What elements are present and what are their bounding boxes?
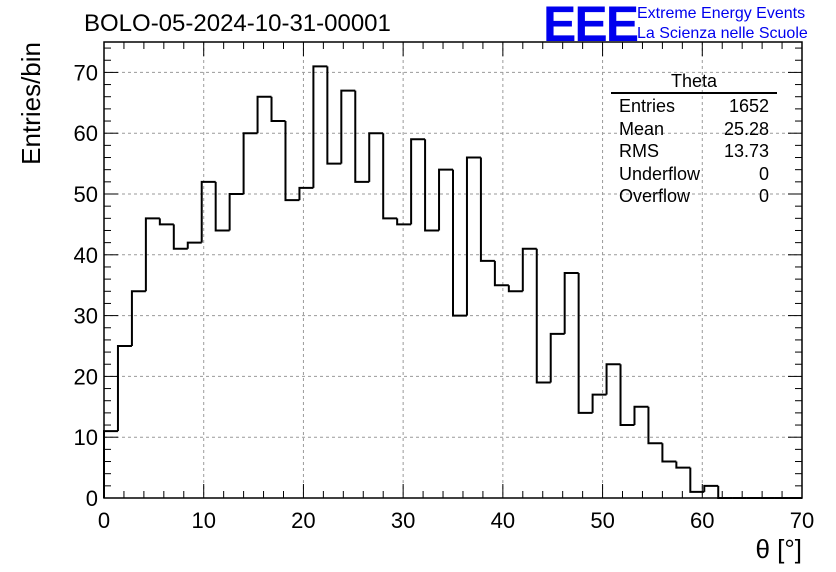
- histogram-bin: [200, 180, 216, 243]
- histogram-bin: [493, 260, 509, 287]
- histogram-bin: [242, 132, 258, 194]
- y-axis-label: Entries/bin: [16, 42, 46, 165]
- stats-value: 1652: [728, 96, 769, 116]
- histogram-bin: [661, 443, 677, 463]
- histogram-bin: [382, 133, 398, 220]
- logo-line-1: Extreme Energy Events: [637, 5, 806, 22]
- histogram-bin: [158, 218, 174, 226]
- y-tick-label: 70: [74, 60, 98, 85]
- y-tick-label: 60: [74, 121, 98, 146]
- histogram-bin: [438, 168, 453, 231]
- histogram-bin: [633, 405, 649, 426]
- axes: [103, 41, 803, 499]
- histogram-bin: [284, 121, 300, 202]
- stats-row: Mean 25.28: [611, 118, 777, 141]
- y-tick-label: 30: [74, 304, 98, 329]
- stats-label: Entries: [619, 96, 676, 116]
- histogram-bin: [144, 217, 160, 292]
- histogram-bin: [186, 241, 202, 249]
- histogram-bin: [591, 393, 607, 413]
- stats-row: RMS 13.73: [611, 140, 777, 163]
- histogram-bin: [479, 157, 495, 262]
- histogram-bin: [368, 132, 384, 182]
- stats-box: Theta Entries 1652 Mean 25.28 RMS 13.73 …: [611, 72, 777, 208]
- histogram-bin: [521, 247, 537, 292]
- histogram-bin: [424, 139, 440, 232]
- x-tick-label: 10: [191, 508, 215, 533]
- tick-labels: 0 10 20 30 40 50 60 70 0 10 20 30 40 50 60 70: [74, 60, 815, 533]
- histogram-bin: [703, 484, 719, 492]
- y-tick-label: 40: [74, 243, 98, 268]
- x-tick-label: 0: [98, 508, 110, 533]
- x-tick-label: 30: [391, 508, 415, 533]
- chart-title: BOLO-05-2024-10-31-00001: [84, 10, 391, 37]
- histogram-bin: [270, 96, 286, 123]
- histogram-bin: [354, 90, 370, 183]
- histogram-bin: [326, 66, 342, 165]
- histogram-bin: [312, 65, 328, 188]
- histogram-bin: [410, 138, 426, 225]
- histogram-bin: [549, 332, 565, 383]
- histogram-bin: [214, 181, 230, 232]
- stats-value: 0: [758, 186, 769, 206]
- histogram-bin: [228, 193, 244, 231]
- histogram-bin: [507, 285, 523, 293]
- plot-frame: [103, 41, 803, 499]
- logo-line-2: La Scienza nelle Scuole: [637, 25, 808, 42]
- eee-logo: EEE: [543, 0, 639, 52]
- histogram-bin: [396, 218, 412, 226]
- y-tick-label: 10: [74, 425, 98, 450]
- histogram-bin: [465, 156, 481, 316]
- histogram-bin: [619, 364, 635, 427]
- histogram-bin: [172, 224, 188, 250]
- histogram-bin: [452, 169, 467, 317]
- histogram-bin: [130, 290, 146, 346]
- x-axis-label: θ [°]: [755, 534, 802, 564]
- x-tick-label: 40: [491, 508, 515, 533]
- stats-value: 0: [758, 163, 769, 184]
- stats-label: Mean: [619, 118, 665, 139]
- stats-row: Underflow 0: [611, 163, 777, 186]
- logo-caption: Extreme Energy Events La Scienza nelle S…: [637, 4, 808, 44]
- histogram-bin: [563, 272, 579, 334]
- histogram-bin: [340, 89, 356, 164]
- x-tick-label: 50: [590, 508, 614, 533]
- histogram-bin: [256, 95, 272, 134]
- histogram-bin: [647, 406, 663, 445]
- histogram-bin: [675, 461, 691, 469]
- stats-row: Entries 1652: [611, 95, 777, 118]
- stats-label: Underflow: [619, 163, 701, 184]
- stats-label: Overflow: [619, 186, 691, 206]
- stats-value: 13.73: [723, 141, 769, 161]
- y-tick-label: 20: [74, 364, 98, 389]
- histogram-bin: [577, 273, 593, 414]
- histogram-steps: [103, 65, 802, 499]
- histogram-bin: [689, 467, 705, 493]
- stats-title: Theta: [611, 72, 777, 94]
- stats-row: Overflow 0: [611, 185, 777, 208]
- stats-value: 25.28: [723, 118, 769, 139]
- x-tick-label: 70: [790, 508, 814, 533]
- histogram-bin: [717, 485, 733, 499]
- histogram-bin: [103, 430, 118, 498]
- histogram-bin: [535, 248, 551, 384]
- histogram-bin: [116, 345, 132, 432]
- histogram-bin: [605, 363, 621, 395]
- y-tick-label: 50: [74, 182, 98, 207]
- y-tick-label: 0: [86, 486, 98, 511]
- x-tick-label: 60: [690, 508, 714, 533]
- x-tick-label: 20: [291, 508, 315, 533]
- histogram-bin: [298, 186, 314, 201]
- stats-label: RMS: [619, 141, 659, 161]
